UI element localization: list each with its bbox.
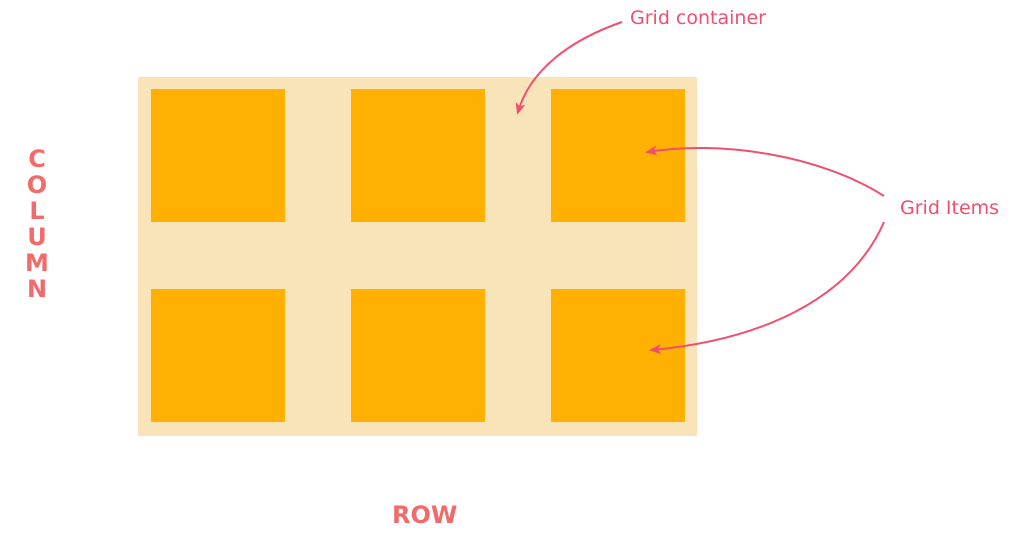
grid-container-arrow — [515, 21, 623, 115]
grid-item-5 — [351, 289, 485, 422]
grid-items-annotation: Grid Items — [900, 197, 1000, 219]
grid-item-2 — [351, 89, 485, 222]
grid-container-annotation: Grid container — [630, 7, 766, 29]
grid-item-bottom-arrow — [649, 221, 885, 355]
grid-item-top-arrow — [645, 145, 885, 197]
row-axis-label: ROW — [392, 501, 458, 529]
grid-item-4 — [151, 289, 285, 422]
grid-item-1 — [151, 89, 285, 222]
grid-item-3 — [551, 89, 685, 222]
column-axis-label: COLUMN — [25, 145, 49, 303]
grid-item-6 — [551, 289, 685, 422]
